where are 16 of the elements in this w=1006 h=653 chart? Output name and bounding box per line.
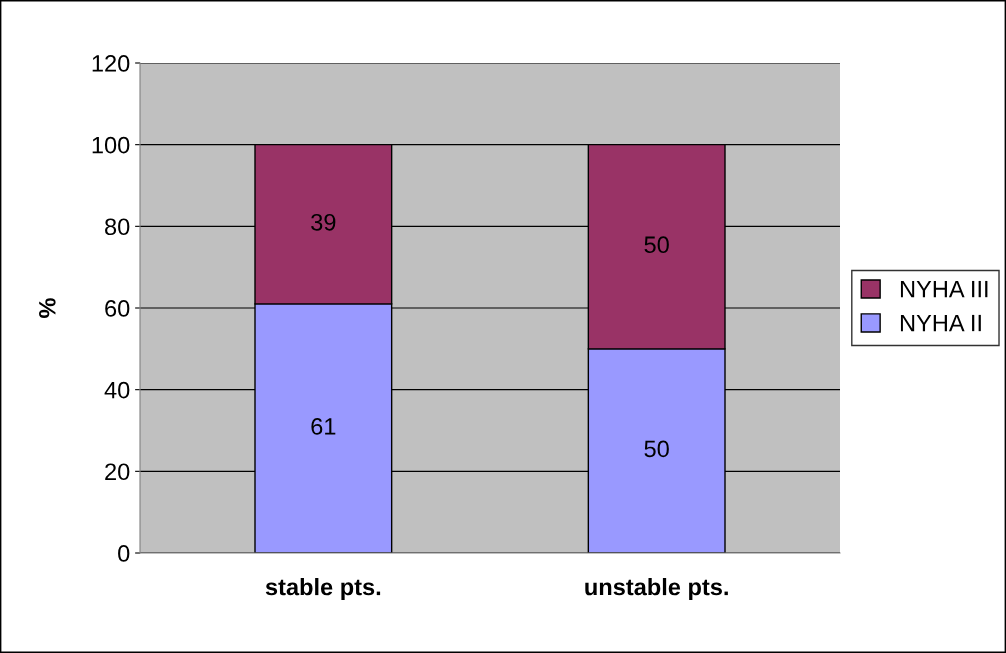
y-tick-label: 80 bbox=[105, 218, 130, 236]
y-axis-title: % bbox=[39, 298, 56, 318]
y-tick-label: 40 bbox=[104, 381, 130, 399]
y-tick-label: 20 bbox=[105, 463, 130, 481]
y-tick-label: 60 bbox=[105, 300, 130, 317]
data-label: 50 bbox=[644, 440, 669, 458]
x-tick-label: unstable pts. bbox=[585, 578, 728, 601]
y-tick-label: 120 bbox=[92, 55, 130, 72]
data-label: 39 bbox=[311, 213, 336, 231]
data-label: 61 bbox=[311, 418, 336, 435]
legend-label: NYHA III bbox=[900, 280, 988, 298]
x-tick-label: stable pts. bbox=[265, 578, 381, 601]
y-tick-label: 0 bbox=[118, 545, 130, 562]
legend-label: NYHA II bbox=[900, 314, 981, 332]
data-label: 50 bbox=[644, 236, 669, 254]
y-tick-label: 100 bbox=[92, 136, 130, 154]
